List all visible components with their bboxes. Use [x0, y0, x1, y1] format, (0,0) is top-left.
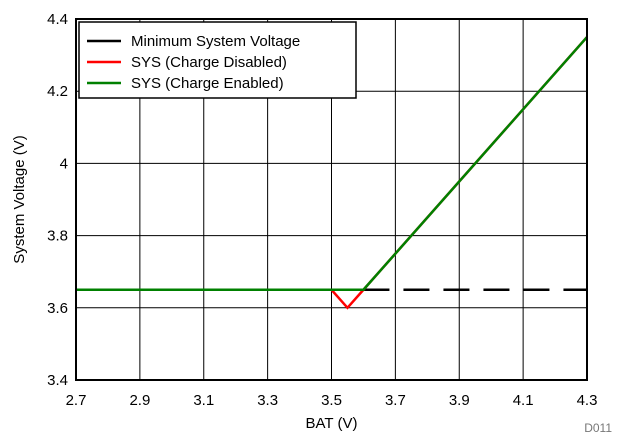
x-tick-label: 3.1 [193, 392, 214, 409]
plot-frame [75, 18, 588, 381]
x-axis-label: BAT (V) [306, 415, 358, 432]
x-tick-label: 4.3 [577, 392, 598, 409]
x-tick-label: 4.1 [513, 392, 534, 409]
x-tick-label: 2.9 [129, 392, 150, 409]
legend-box [78, 21, 357, 99]
series-sys-charge-enabled [76, 36, 588, 291]
x-tick-label: 3.3 [257, 392, 278, 409]
y-tick-label: 4.2 [47, 83, 68, 100]
legend-label: Minimum System Voltage [131, 33, 300, 50]
x-tick-label: 3.9 [449, 392, 470, 409]
y-tick-label: 4.4 [47, 11, 68, 28]
x-tick-label: 3.5 [321, 392, 342, 409]
legend-label: SYS (Charge Disabled) [131, 54, 287, 71]
y-tick-label: 3.4 [47, 372, 68, 389]
x-tick-labels: 2.7 2.9 3.1 3.3 3.5 3.7 3.9 4.1 4.3 [66, 392, 598, 409]
legend: Minimum System Voltage SYS (Charge Disabl… [78, 21, 357, 99]
x-tick-label: 2.7 [66, 392, 87, 409]
y-tick-labels: 3.4 3.6 3.8 4 4.2 4.4 [47, 11, 68, 389]
y-tick-label: 3.8 [47, 228, 68, 245]
y-tick-label: 4 [60, 155, 68, 172]
figure-id: D011 [584, 421, 612, 435]
legend-label: SYS (Charge Enabled) [131, 75, 284, 92]
x-tick-label: 3.7 [385, 392, 406, 409]
y-tick-label: 3.6 [47, 300, 68, 317]
y-axis-label: System Voltage (V) [11, 135, 28, 263]
series-group [76, 36, 588, 310]
